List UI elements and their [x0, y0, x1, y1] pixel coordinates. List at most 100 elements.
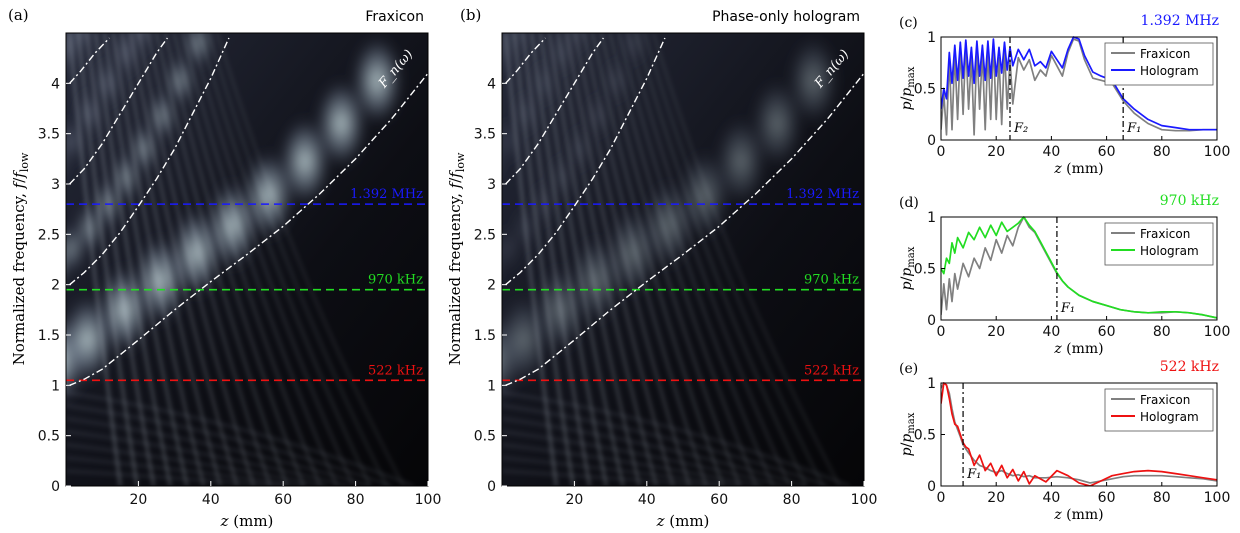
x-axis-label-b: z (mm)	[656, 512, 710, 530]
interference-fringe	[547, 33, 641, 486]
focal-marker-label: F₁	[966, 467, 981, 482]
x-axis-label-a: z (mm)	[220, 512, 274, 530]
legend: Fraxicon Hologram	[1104, 42, 1214, 86]
low-frequency-fringe	[66, 443, 327, 486]
y-tick-label: 0.5	[914, 262, 936, 278]
panel-label-b: (b)	[460, 6, 481, 24]
x-tick-label: 0	[937, 490, 946, 506]
panel-label: (c)	[899, 15, 918, 31]
x-tick-label: 60	[1098, 144, 1116, 160]
interference-fringe	[77, 33, 139, 486]
interference-fringe	[129, 33, 238, 486]
x-tick-label: 60	[1098, 490, 1116, 506]
fn-curve-4	[505, 37, 546, 84]
y-axis-label: p/pmax	[899, 66, 917, 110]
y-tick-label: 3.5	[38, 127, 60, 143]
interference-fringe	[565, 33, 674, 486]
low-frequency-fringe	[502, 469, 720, 486]
x-tick-label: 100	[1204, 144, 1231, 160]
x-tick-label: 80	[1153, 324, 1171, 340]
legend-label: Fraxicon	[1140, 227, 1190, 241]
focal-marker-label: F₁	[1060, 301, 1075, 316]
x-tick-label: 0	[937, 144, 946, 160]
legend-box	[1104, 388, 1214, 432]
low-frequency-fringe	[502, 430, 785, 486]
y-tick-label: 1	[927, 30, 936, 46]
x-tick-label: 100	[851, 492, 878, 508]
y-tick-label: 0	[927, 313, 936, 329]
interference-fringe	[591, 33, 724, 486]
x-tick-label: 60	[710, 492, 728, 508]
x-tick-label: 40	[638, 492, 656, 508]
interference-fringe	[94, 33, 172, 486]
x-tick-label: 60	[274, 492, 292, 508]
panel-title-b: Phase-only hologram	[712, 9, 860, 25]
panel-title: 970 kHz	[1160, 193, 1219, 209]
x-tick-label: 40	[202, 492, 220, 508]
panel-title: 1.392 MHz	[1141, 13, 1219, 29]
interference-fringe	[600, 33, 741, 486]
heatmap-panel-hologram: (b) Phase-only hologram 1.392 MHz 970 kHz…	[446, 6, 878, 530]
frequency-line-label: 970 kHz	[368, 273, 423, 288]
x-tick-label: 80	[1153, 490, 1171, 506]
x-tick-label: 40	[1042, 324, 1060, 340]
legend-label: Fraxicon	[1140, 47, 1190, 61]
y-tick-label: 1	[487, 378, 496, 394]
y-axis-label-b: Normalized frequency, f/flow	[446, 152, 467, 365]
low-frequency-fringe	[502, 404, 829, 486]
panel-title: 522 kHz	[1160, 359, 1219, 375]
legend-box	[1104, 222, 1214, 266]
series-line-hologram	[941, 216, 1217, 319]
panel-title-a: Fraxicon	[365, 9, 424, 25]
interference-fringe	[190, 33, 355, 486]
x-tick-label: 40	[1042, 144, 1060, 160]
low-frequency-fringe	[502, 456, 742, 486]
y-tick-label: 1.5	[474, 328, 496, 344]
interference-fringe	[216, 33, 405, 486]
x-tick-label: 20	[987, 144, 1005, 160]
y-tick-label: 3.5	[474, 127, 496, 143]
interference-fringe	[138, 33, 255, 486]
x-axis-label: z (mm)	[1053, 341, 1103, 357]
legend-box	[1104, 42, 1214, 86]
y-tick-label: 3	[487, 177, 496, 193]
y-tick-label: 0	[927, 479, 936, 495]
interference-fringe	[521, 33, 591, 486]
legend: Fraxicon Hologram	[1104, 388, 1214, 432]
x-tick-label: 20	[565, 492, 583, 508]
low-frequency-fringe	[66, 456, 306, 486]
fn-curve-1	[69, 72, 429, 386]
fn-curve-4	[69, 37, 110, 84]
interference-fringe	[626, 33, 791, 486]
y-tick-label: 3	[51, 177, 60, 193]
interference-fringe	[164, 33, 305, 486]
intensity-band	[184, 33, 213, 70]
y-tick-label: 2.5	[474, 227, 496, 243]
heatmap-image-b	[502, 33, 864, 486]
y-tick-label: 0.5	[38, 429, 60, 445]
intensity-band	[620, 33, 649, 70]
x-tick-label: 80	[1153, 144, 1171, 160]
interference-fringe	[198, 33, 372, 486]
y-axis-label-a: Normalized frequency, f/flow	[10, 152, 31, 365]
panel-label: (e)	[899, 361, 918, 377]
y-tick-label: 2.5	[38, 227, 60, 243]
y-tick-label: 0	[51, 479, 60, 495]
interference-fringe	[207, 33, 388, 486]
interference-fringe	[556, 33, 658, 486]
low-frequency-fringe	[66, 391, 414, 486]
y-tick-label: 0.5	[914, 82, 936, 98]
y-tick-label: 2	[51, 278, 60, 294]
frequency-line-label: 522 kHz	[368, 363, 423, 378]
interference-fringe	[120, 33, 222, 486]
interference-fringe	[111, 33, 205, 486]
low-frequency-fringe	[66, 430, 349, 486]
x-axis-label: z (mm)	[1053, 507, 1103, 523]
low-frequency-fringe	[66, 469, 284, 486]
fn-curve-3	[69, 37, 168, 185]
intensity-band	[511, 87, 540, 140]
low-frequency-fringe	[502, 443, 763, 486]
y-axis-label: p/pmax	[899, 246, 917, 290]
